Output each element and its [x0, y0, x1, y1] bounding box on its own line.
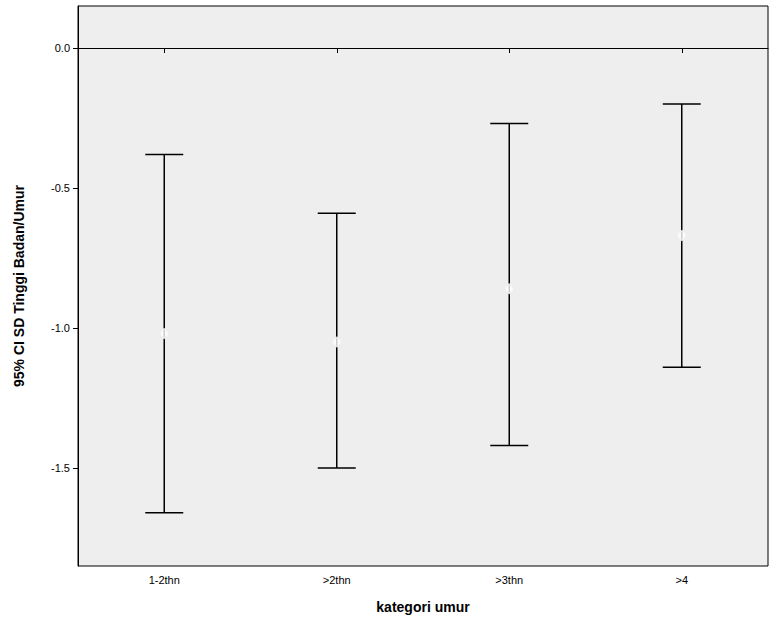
svg-text:>2thn: >2thn: [323, 574, 351, 586]
svg-text:-0.5: -0.5: [51, 182, 70, 194]
svg-text:0.0: 0.0: [55, 42, 70, 54]
svg-text:>4: >4: [675, 574, 688, 586]
svg-text:>3thn: >3thn: [495, 574, 523, 586]
svg-text:1-2thn: 1-2thn: [149, 574, 180, 586]
svg-text:-1.5: -1.5: [51, 462, 70, 474]
svg-text:95% CI SD Tinggi Badan/Umur: 95% CI SD Tinggi Badan/Umur: [11, 184, 27, 387]
svg-text:-1.0: -1.0: [51, 322, 70, 334]
svg-text:kategori umur: kategori umur: [376, 599, 470, 615]
